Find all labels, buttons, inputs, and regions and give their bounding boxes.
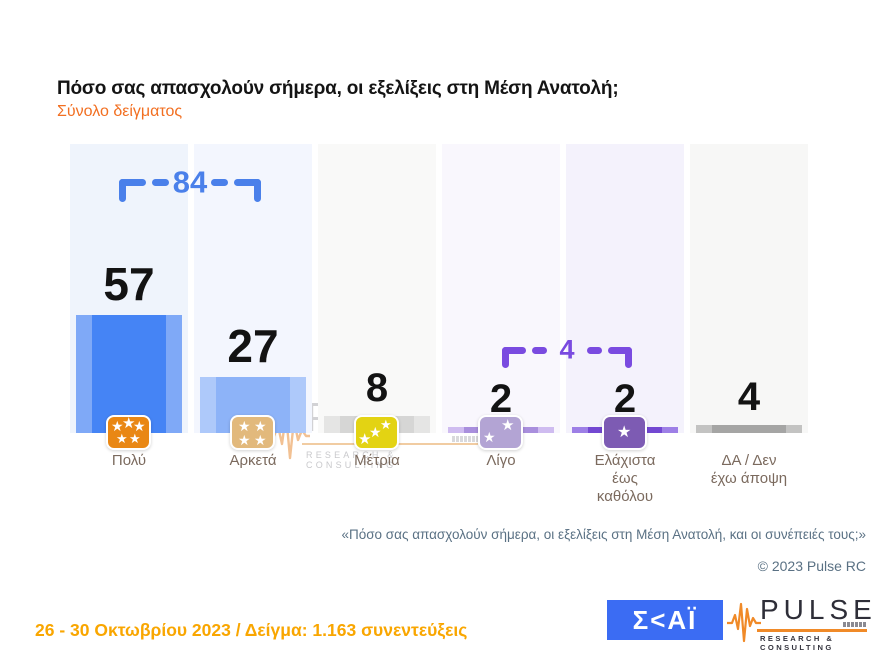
column-background (690, 144, 808, 433)
pulse-logo-underline (757, 629, 867, 632)
question-footnote: «Πόσο σας απασχολούν σήμερα, οι εξελίξει… (341, 527, 866, 542)
category-label: ΔΑ / Δεν έχω άποψη (710, 452, 788, 487)
value-label: 4 (737, 375, 761, 419)
column-background (442, 144, 560, 433)
skai-logo: Σ<ΑΪ (607, 600, 723, 640)
sum-label: 4 (559, 334, 575, 365)
pulse-logo: PULSE RESEARCH & CONSULTING (727, 592, 872, 652)
copyright: © 2023 Pulse RC (757, 558, 866, 574)
category-label: Μέτρια (354, 452, 400, 469)
bar (76, 315, 182, 433)
page-subtitle: Σύνολο δείγματος (57, 103, 183, 120)
category-label: Ελάχιστα έως καθόλου (594, 452, 656, 505)
column-background (318, 144, 436, 433)
pulse-logo-tagline: RESEARCH & CONSULTING (760, 634, 835, 652)
column-background (566, 144, 684, 433)
stars-3-icon: ★ ★ ★ (354, 415, 399, 450)
column-metria: 8 ★ ★ ★ Μέτρια (318, 144, 436, 469)
stars-4-icon: ★ ★ ★ ★ (230, 415, 275, 450)
sum-bracket-84: 84 (119, 167, 261, 203)
pulse-waveform-icon (727, 602, 761, 643)
category-label: Αρκετά (229, 452, 277, 469)
star-1-icon: ★ (602, 415, 647, 450)
column-poly: 57 ★ ★ ★ ★ ★ Πολύ (70, 144, 188, 469)
page-title: Πόσο σας απασχολούν σήμερα, οι εξελίξεις… (57, 78, 619, 99)
bar (696, 425, 802, 433)
column-da: 4 ΔΑ / Δεν έχω άποψη (690, 144, 808, 487)
stars-5-icon: ★ ★ ★ ★ ★ (106, 415, 151, 450)
value-label: 2 (613, 377, 637, 421)
pulse-logo-brand: PULSE (760, 594, 877, 625)
column-elaxista: 2 ★ Ελάχιστα έως καθόλου (566, 144, 684, 505)
pulse-logo-small-text (843, 622, 867, 627)
column-arketa: 27 ★ ★ ★ ★ Αρκετά (194, 144, 312, 469)
stars-2-icon: ★ ★ (478, 415, 523, 450)
column-ligo: 2 ★ ★ Λίγο (442, 144, 560, 469)
bar-chart: PULSE RESEARCH & CONSULTING 57 ★★★★★ Πολ… (0, 144, 880, 505)
watermark-tagline: RESEARCH & CONSULTING (306, 450, 397, 470)
skai-logo-text: Σ<ΑΪ (632, 604, 698, 635)
value-label: 57 (103, 258, 155, 310)
survey-info: 26 - 30 Οκτωβρίου 2023 / Δείγμα: 1.163 σ… (35, 620, 468, 640)
watermark-small-text (452, 436, 478, 442)
sum-label: 84 (172, 164, 208, 200)
value-label: 8 (365, 366, 389, 410)
sum-bracket-4: 4 (502, 336, 632, 371)
value-label: 27 (227, 320, 279, 372)
category-label: Λίγο (486, 452, 516, 469)
category-label: Πολύ (111, 452, 147, 469)
value-label: 2 (489, 377, 513, 421)
